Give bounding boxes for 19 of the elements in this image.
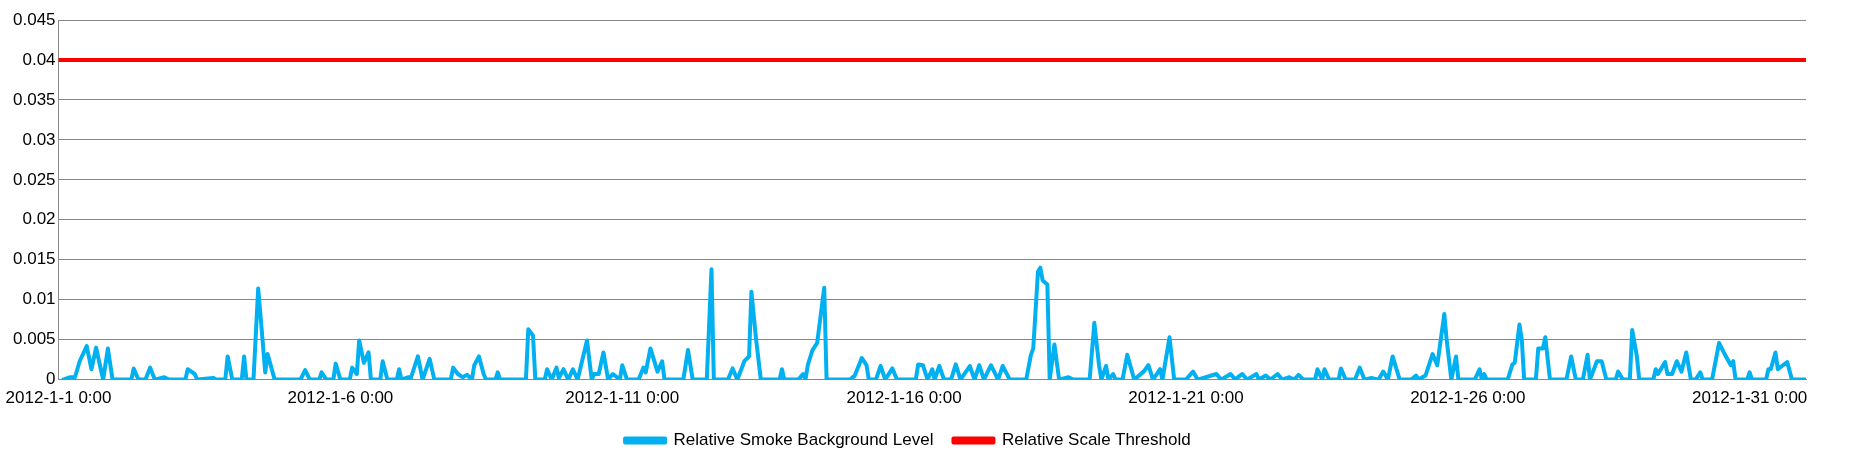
x-tick-label: 2012-1-6 0:00	[287, 388, 394, 408]
y-tick-label: 0.015	[12, 249, 56, 269]
y-tick-label: 0.03	[22, 129, 56, 149]
y-tick-label: 0.01	[22, 289, 56, 309]
legend-label: Relative Scale Threshold	[1001, 430, 1191, 450]
y-tick-label: 0.02	[22, 209, 56, 229]
y-tick-label: 0.005	[12, 329, 56, 349]
x-tick-label: 2012-1-1 0:00	[5, 388, 112, 408]
x-tick-label: 2012-1-16 0:00	[846, 388, 962, 408]
y-tick-label: 0	[46, 369, 56, 389]
y-tick-label: 0.04	[22, 49, 56, 69]
y-tick-label: 0.025	[12, 169, 56, 189]
x-tick-label: 2012-1-26 0:00	[1410, 388, 1526, 408]
y-tick-label: 0.045	[12, 9, 56, 29]
y-tick-label: 0.035	[12, 89, 56, 109]
x-tick-label: 2012-1-31 0:00	[1691, 388, 1808, 408]
x-tick-label: 2012-1-11 0:00	[565, 388, 680, 408]
x-tick-label: 2012-1-21 0:00	[1128, 388, 1244, 408]
legend-label: Relative Smoke Background Level	[673, 430, 934, 450]
